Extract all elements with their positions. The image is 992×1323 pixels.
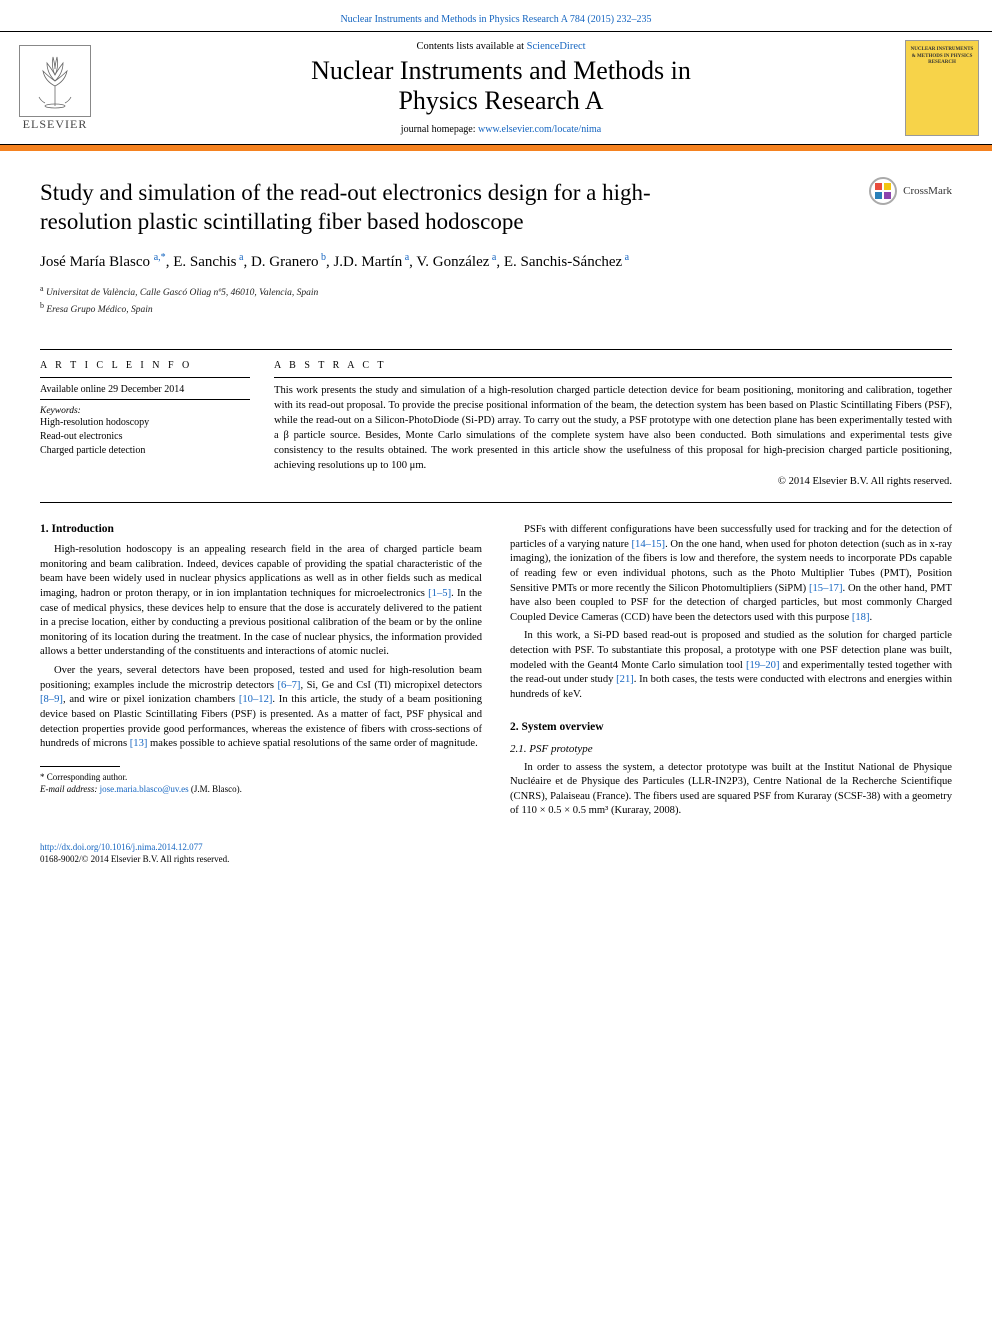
crossmark-label: CrossMark xyxy=(903,185,952,197)
authors-list: José María Blasco a,*, E. Sanchis a, D. … xyxy=(40,251,952,273)
ref-21[interactable]: [21] xyxy=(616,674,634,685)
abstract-label: A B S T R A C T xyxy=(274,350,952,378)
intro-para-2: Over the years, several detectors have b… xyxy=(40,664,482,752)
intro-para-1: High-resolution hodoscopy is an appealin… xyxy=(40,543,482,660)
issn-line: 0168-9002/© 2014 Elsevier B.V. All right… xyxy=(40,853,952,865)
available-online: Available online 29 December 2014 xyxy=(40,384,250,400)
abstract: A B S T R A C T This work presents the s… xyxy=(274,350,952,490)
elsevier-tree-icon xyxy=(19,45,91,117)
ref-6-7[interactable]: [6–7] xyxy=(278,680,301,691)
corresponding-email[interactable]: jose.maria.blasco@uv.es xyxy=(100,784,189,794)
corresponding-footnote: * Corresponding author. E-mail address: … xyxy=(40,771,482,795)
ref-15-17[interactable]: [15–17] xyxy=(809,583,843,594)
contents-lists: Contents lists available at ScienceDirec… xyxy=(110,41,892,52)
masthead: ELSEVIER Contents lists available at Sci… xyxy=(0,31,992,145)
ref-19-20[interactable]: [19–20] xyxy=(746,660,780,671)
section-2-1-head: 2.1. PSF prototype xyxy=(510,743,952,755)
right-column: PSFs with different configurations have … xyxy=(510,523,952,823)
page-footer: http://dx.doi.org/10.1016/j.nima.2014.12… xyxy=(0,833,992,889)
crossmark-badge[interactable]: CrossMark xyxy=(869,177,952,205)
ref-10-12[interactable]: [10–12] xyxy=(239,694,273,705)
ref-14-15[interactable]: [14–15] xyxy=(632,539,666,550)
sec2-para-1: In order to assess the system, a detecto… xyxy=(510,761,952,819)
affiliations: a Universitat de València, Calle Gascó O… xyxy=(40,283,952,318)
publisher-brand: ELSEVIER xyxy=(0,45,110,132)
abstract-copyright: © 2014 Elsevier B.V. All rights reserved… xyxy=(274,475,952,490)
journal-homepage: journal homepage: www.elsevier.com/locat… xyxy=(110,124,892,135)
doi-link[interactable]: http://dx.doi.org/10.1016/j.nima.2014.12… xyxy=(40,842,203,852)
sciencedirect-link[interactable]: ScienceDirect xyxy=(527,41,586,52)
section-1-head: 1. Introduction xyxy=(40,523,482,535)
keywords-list: High-resolution hodoscopyRead-out electr… xyxy=(40,416,250,458)
journal-name: Nuclear Instruments and Methods in Physi… xyxy=(110,56,892,116)
crossmark-icon xyxy=(869,177,897,205)
article-title: Study and simulation of the read-out ele… xyxy=(40,179,700,237)
col2-para-2: In this work, a Si-PD based read-out is … xyxy=(510,629,952,702)
homepage-link[interactable]: www.elsevier.com/locate/nima xyxy=(478,124,601,135)
article-info-label: A R T I C L E I N F O xyxy=(40,350,250,378)
article-info: A R T I C L E I N F O Available online 2… xyxy=(40,350,250,490)
abstract-text: This work presents the study and simulat… xyxy=(274,385,952,470)
citation-header: Nuclear Instruments and Methods in Physi… xyxy=(0,0,992,31)
col2-para-1: PSFs with different configurations have … xyxy=(510,523,952,625)
citation-link[interactable]: Nuclear Instruments and Methods in Physi… xyxy=(340,14,651,25)
left-column: 1. Introduction High-resolution hodoscop… xyxy=(40,523,482,823)
ref-18[interactable]: [18] xyxy=(852,612,870,623)
ref-13[interactable]: [13] xyxy=(130,738,148,749)
keywords-label: Keywords: xyxy=(40,406,250,416)
elsevier-label: ELSEVIER xyxy=(23,117,88,132)
section-2-head: 2. System overview xyxy=(510,721,952,733)
journal-cover-icon: NUCLEAR INSTRUMENTS & METHODS IN PHYSICS… xyxy=(905,40,979,136)
ref-8-9[interactable]: [8–9] xyxy=(40,694,63,705)
ref-1-5[interactable]: [1–5] xyxy=(428,588,451,599)
